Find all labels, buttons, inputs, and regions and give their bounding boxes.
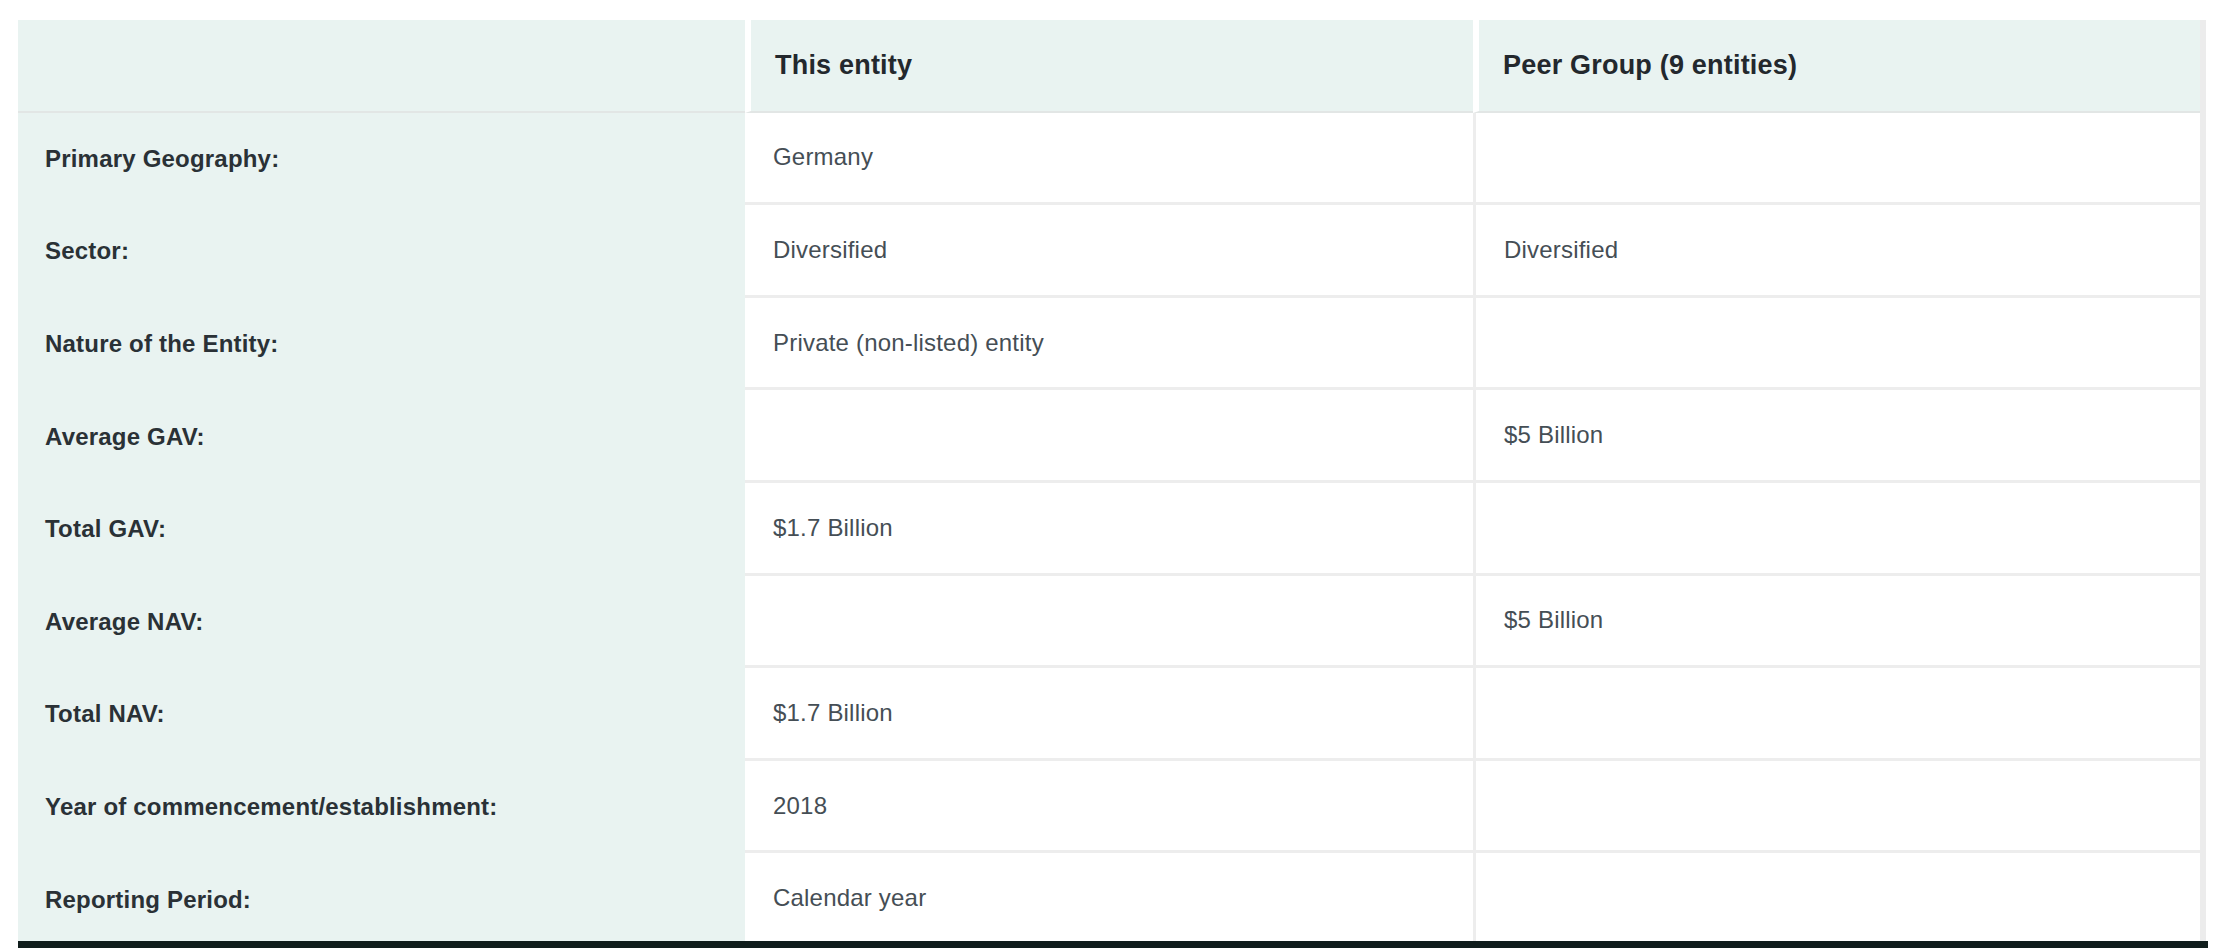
peer-group-value: Diversified: [1473, 205, 2200, 298]
row-label: Average NAV:: [18, 576, 745, 669]
row-label: Sector:: [18, 205, 745, 298]
this-entity-value: 2018: [745, 761, 1473, 854]
this-entity-value: $1.7 Billion: [745, 668, 1473, 761]
row-label: Total GAV:: [18, 483, 745, 576]
this-entity-value: Diversified: [745, 205, 1473, 298]
peer-group-value: [1473, 298, 2200, 391]
row-label: Year of commencement/establishment:: [18, 761, 745, 854]
peer-group-value: $5 Billion: [1473, 576, 2200, 669]
this-entity-value: Germany: [745, 113, 1473, 206]
row-label: Nature of the Entity:: [18, 298, 745, 391]
table-header-peer-group: Peer Group (9 entities): [1473, 20, 2200, 113]
peer-group-value: [1473, 668, 2200, 761]
table-header-blank: [18, 20, 745, 113]
peer-group-value: [1473, 113, 2200, 206]
table-header-this-entity: This entity: [745, 20, 1473, 113]
peer-group-value: $5 Billion: [1473, 390, 2200, 483]
peer-group-value: [1473, 761, 2200, 854]
this-entity-value: $1.7 Billion: [745, 483, 1473, 576]
row-label: Primary Geography:: [18, 113, 745, 206]
row-label: Reporting Period:: [18, 853, 745, 941]
table-right-border: [2200, 20, 2206, 948]
this-entity-value: [745, 390, 1473, 483]
this-entity-value: Calendar year: [745, 853, 1473, 941]
row-label: Total NAV:: [18, 668, 745, 761]
this-entity-value: Private (non-listed) entity: [745, 298, 1473, 391]
entity-comparison-table: This entity Peer Group (9 entities) Prim…: [18, 20, 2200, 941]
row-label: Average GAV:: [18, 390, 745, 483]
this-entity-value: [745, 576, 1473, 669]
peer-group-value: [1473, 483, 2200, 576]
peer-group-value: [1473, 853, 2200, 941]
next-section-edge-bar: [18, 941, 2208, 948]
entity-comparison-page: This entity Peer Group (9 entities) Prim…: [0, 0, 2218, 948]
